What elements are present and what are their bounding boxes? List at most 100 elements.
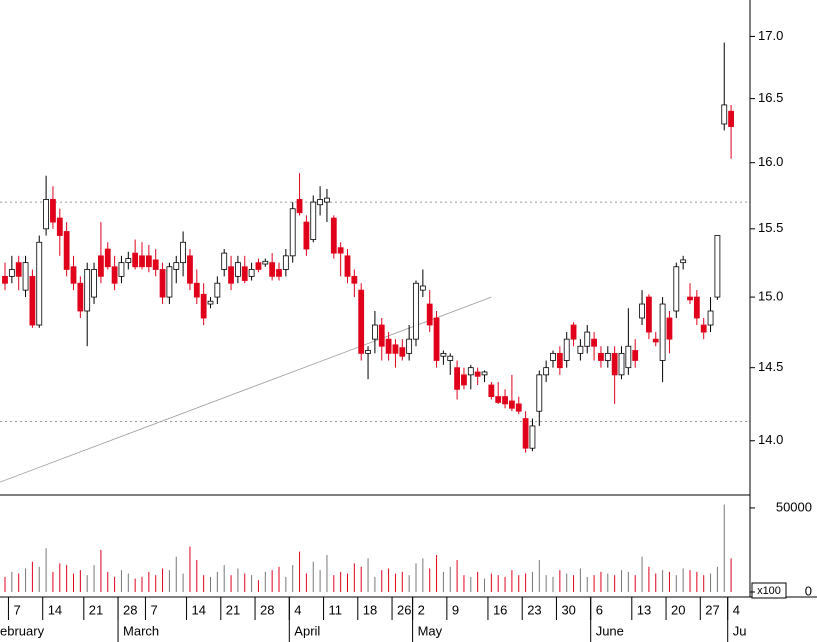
candle-body — [337, 247, 344, 254]
candle-body — [385, 338, 392, 354]
candle-body — [659, 303, 666, 361]
candle-body — [687, 296, 693, 301]
y-tick-label: 15.5 — [758, 220, 783, 235]
y-tick-label: 14.0 — [758, 432, 783, 447]
candle-body — [214, 282, 221, 298]
candle-body — [529, 425, 536, 449]
candle-body — [207, 300, 214, 305]
candle-body — [563, 338, 570, 361]
month-label: June — [596, 623, 624, 638]
y-tick-label: 17.0 — [758, 28, 783, 43]
candle-body — [221, 252, 228, 270]
candle-body — [673, 266, 680, 312]
candle-body — [399, 347, 406, 357]
candle-body — [104, 248, 111, 268]
candle-body — [378, 324, 385, 347]
candle-body — [173, 262, 180, 270]
candle-body — [84, 269, 91, 312]
candle-body — [413, 282, 419, 340]
candle-body — [63, 231, 70, 270]
candle-body — [707, 310, 714, 326]
x-tick-label: 6 — [596, 602, 603, 617]
candle-body — [56, 217, 63, 236]
candle-body — [98, 255, 104, 277]
candle-body — [604, 352, 611, 361]
candle-body — [296, 199, 303, 214]
candle-body — [43, 199, 49, 230]
candle-body — [50, 199, 56, 223]
candle-body — [262, 260, 269, 265]
x-tick-label: 11 — [329, 602, 343, 617]
candle-body — [447, 355, 454, 361]
candle-body — [248, 269, 255, 277]
candle-body — [193, 282, 200, 298]
candle-body — [180, 241, 187, 264]
candle-body — [467, 367, 474, 376]
candle-body — [461, 374, 467, 386]
y-tick-label: 16.0 — [758, 154, 783, 169]
candle-body — [330, 217, 337, 254]
candle-body — [269, 262, 276, 277]
candle-body — [536, 374, 543, 412]
x-tick-label: 4 — [294, 602, 301, 617]
candle-body — [454, 367, 461, 390]
x-tick-label: 20 — [671, 602, 685, 617]
candle-body — [187, 255, 193, 284]
candle-body — [426, 303, 433, 326]
y-tick-label: 14.5 — [758, 359, 783, 374]
month-label: April — [294, 623, 320, 638]
candle-body — [317, 199, 324, 206]
candle-body — [91, 269, 97, 298]
candle-body — [371, 324, 378, 340]
candle-body — [200, 293, 207, 319]
candle-body — [474, 371, 481, 377]
candle-body — [639, 303, 645, 319]
candle-body — [550, 352, 556, 361]
unit-label: x100 — [757, 585, 781, 597]
candle-body — [570, 324, 577, 340]
candle-body — [440, 352, 447, 357]
candle-body — [289, 208, 296, 257]
candle-body — [70, 266, 77, 284]
x-tick-label: 27 — [705, 602, 719, 617]
x-tick-label: 13 — [637, 602, 651, 617]
volume-tick-label: 0 — [805, 583, 812, 598]
candle-body — [728, 110, 734, 127]
candle-body — [303, 221, 310, 250]
candle-body — [652, 338, 659, 343]
candle-body — [598, 352, 604, 361]
month-label: Ju — [733, 623, 747, 638]
candle-body — [365, 350, 371, 354]
candle-body — [556, 352, 563, 369]
candle-body — [310, 201, 317, 240]
candle-body — [255, 262, 262, 270]
candle-body — [666, 317, 673, 340]
candle-body — [584, 331, 591, 347]
candle-body — [8, 269, 15, 277]
candle-body — [714, 235, 721, 298]
candle-body — [241, 266, 248, 281]
month-label: May — [418, 623, 443, 638]
candle-body — [139, 255, 145, 268]
candle-body — [577, 345, 584, 354]
candle-body — [228, 266, 234, 284]
candle-body — [159, 269, 166, 298]
x-tick-label: 7 — [150, 602, 157, 617]
candle-body — [522, 418, 529, 449]
candle-body — [433, 317, 440, 361]
candle-body — [680, 259, 687, 264]
x-tick-label: 9 — [452, 602, 459, 617]
candle-body — [700, 324, 707, 333]
month-label: March — [123, 623, 159, 638]
candle-body — [324, 197, 330, 203]
candle-body — [118, 262, 125, 277]
candle-body — [77, 282, 84, 312]
x-tick-label: 4 — [733, 602, 740, 617]
x-tick-label: 26 — [397, 602, 411, 617]
candle-body — [543, 367, 550, 376]
candle-body — [721, 104, 728, 125]
candle-body — [618, 352, 625, 376]
candle-body — [15, 262, 22, 277]
candle-body — [591, 338, 597, 347]
